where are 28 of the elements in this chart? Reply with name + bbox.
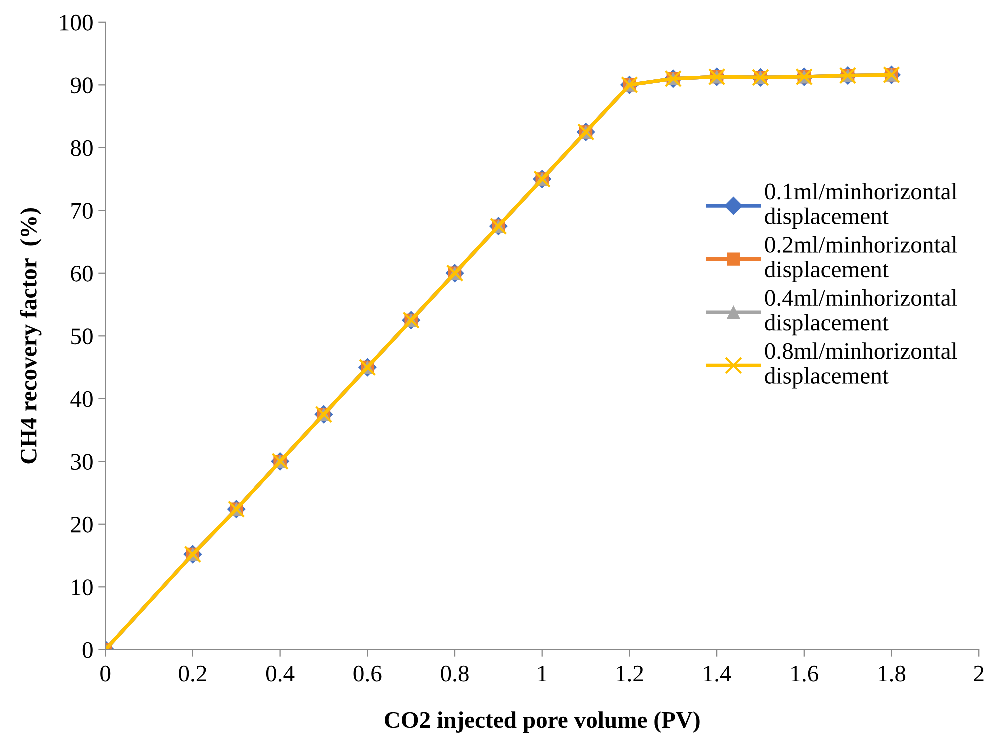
x-tick-label: 0.4 [266,666,295,682]
x-tick-label: 1.4 [704,666,732,682]
x-tick-label: 0.2 [179,666,206,682]
y-tick-label: 90 [70,78,93,94]
legend-label: 0.4ml/minhorizontal displacement [765,289,958,336]
x-tick-label: 0.8 [441,666,469,682]
x-tick-label: 2 [974,666,984,682]
x-tick-label: 1.2 [617,666,644,682]
y-tick-label: 80 [71,140,93,156]
y-tick-label: 10 [72,580,93,596]
y-tick-label: 20 [71,516,93,533]
x-tick-label: 0.6 [354,666,382,682]
y-axis-title: CH4 recovery factor (%) [20,208,42,464]
legend-label: 0.2ml/minhorizontal displacement [765,236,958,282]
y-tick-label: 30 [71,454,93,470]
x-tick-label: 1.6 [792,666,818,682]
y-tick-label: 70 [72,203,93,220]
x-tick-label: 0 [100,666,111,682]
y-tick-label: 40 [70,391,93,408]
y-tick-label: 0 [82,642,93,658]
y-tick-label: 100 [60,14,93,31]
legend-label: 0.8ml/minhorizontal displacement [765,342,958,389]
y-tick-label: 60 [71,266,93,282]
legend-label: 0.1ml/minhorizontal displacement [765,183,958,230]
x-tick-label: 1.8 [879,666,906,682]
x-tick-label: 1 [538,666,547,682]
x-axis-title: CO2 injected pore volume (PV) [385,712,700,733]
y-tick-label: 50 [72,328,93,345]
